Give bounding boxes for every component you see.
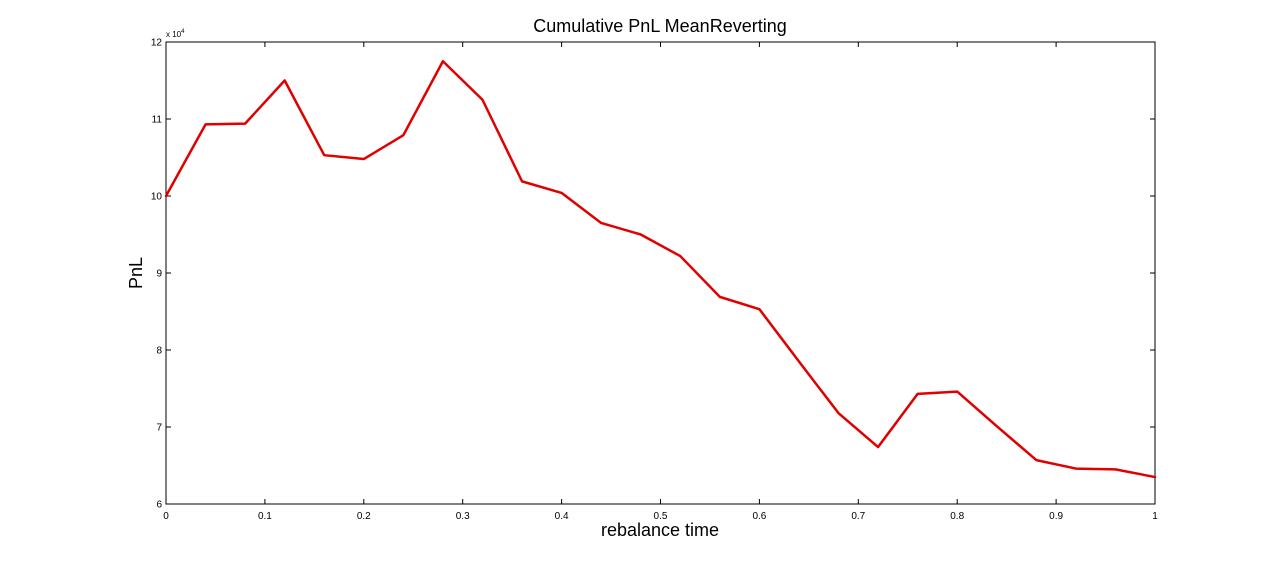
x-tick-label: 0.3 [456,511,470,522]
y-tick-label: 11 [152,115,163,126]
x-tick-label: 0.4 [555,511,569,522]
y-axis-tick-labels: 6 7 8 9 10 11 12 [151,38,163,511]
y-tick-label: 6 [156,500,162,511]
y-tick-label: 10 [151,192,163,203]
x-tick-label: 0.2 [357,511,371,522]
y-axis-exponent-power: 4 [181,29,185,35]
x-tick-label: 0.9 [1049,511,1063,522]
y-tick-label: 8 [156,346,162,357]
plot-area: 0 0.1 0.2 0.3 0.4 0.5 0.6 0.7 0.8 0.9 1 6 7 8 9 10 11 12 [151,38,1158,523]
x-axis-tick-labels: 0 0.1 0.2 0.3 0.4 0.5 0.6 0.7 0.8 0.9 1 [163,511,1158,522]
x-tick-label: 0 [163,511,169,522]
x-tick-label: 0.6 [752,511,766,522]
pnl-series-line [164,60,1157,479]
y-tick-label: 12 [151,38,163,49]
y-axis-exponent-prefix: x 10 [166,30,182,39]
x-tick-label: 0.7 [851,511,865,522]
chart-title: Cumulative PnL MeanReverting [533,16,786,36]
series-layer [164,60,1157,479]
y-tick-label: 9 [156,269,162,280]
x-tick-label: 1 [1152,511,1158,522]
axes-box [165,41,1156,505]
y-axis-label: PnL [126,257,146,289]
y-axis-exponent: x 104 [166,29,185,39]
x-axis-ticks [165,42,1156,504]
x-tick-label: 0.1 [258,511,272,522]
x-tick-label: 0.5 [654,511,668,522]
x-axis-label: rebalance time [601,520,719,540]
y-tick-label: 7 [156,423,162,434]
y-axis-ticks [166,41,1155,505]
x-tick-label: 0.8 [950,511,964,522]
